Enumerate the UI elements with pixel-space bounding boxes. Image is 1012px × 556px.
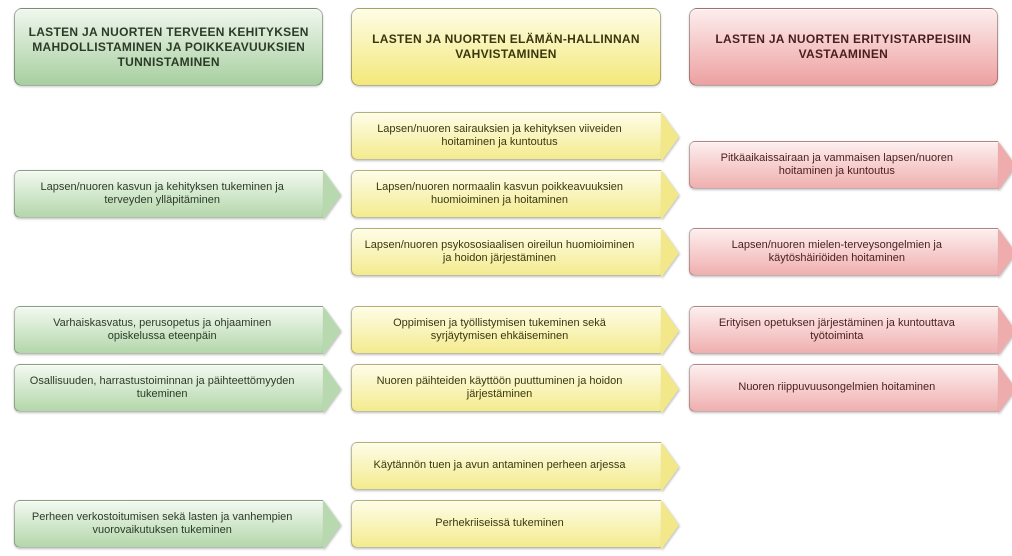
cell-r2-c1: Lapsen/nuoren psykososiaalisen oireilun …: [351, 228, 660, 276]
cell-r4-c2: Erityisen opetuksen järjestäminen ja kun…: [689, 306, 998, 354]
cell-r7-c1: Käytännön tuen ja avun antaminen perheen…: [351, 442, 660, 490]
arrow-green: Osallisuuden, harrastustoiminnan ja päih…: [14, 364, 323, 412]
arrow-yellow: Nuoren päihteiden käyttöön puuttuminen j…: [351, 364, 660, 412]
group-gap: [689, 286, 998, 296]
cell-r0-c1: Lapsen/nuoren sairauksien ja kehityksen …: [351, 112, 660, 160]
arrow-yellow: Käytännön tuen ja avun antaminen perheen…: [351, 442, 660, 490]
spacer: [689, 96, 998, 102]
column-header-yellow: LASTEN JA NUORTEN ELÄMÄN-HALLINNAN VAHVI…: [351, 8, 660, 86]
cell-r5-c0: Osallisuuden, harrastustoiminnan ja päih…: [14, 364, 323, 412]
arrow-yellow: Lapsen/nuoren psykososiaalisen oireilun …: [351, 228, 660, 276]
arrow-yellow: Lapsen/nuoren normaalin kasvun poikkeavu…: [351, 170, 660, 218]
group-gap: [351, 422, 660, 432]
arrow-red: Nuoren riippuvuusongelmien hoitaminen: [689, 364, 998, 412]
arrow-yellow: Oppimisen ja työllistymisen tukeminen se…: [351, 306, 660, 354]
group-gap: [14, 286, 323, 296]
spacer: [14, 96, 323, 102]
column-header-green: LASTEN JA NUORTEN TERVEEN KEHITYKSEN MAH…: [14, 8, 323, 86]
cell-r1-c0: Lapsen/nuoren kasvun ja kehityksen tukem…: [14, 170, 323, 218]
group-gap: [689, 422, 998, 432]
group-gap: [14, 422, 323, 432]
cell-r8-c1: Perhekriiseissä tukeminen: [351, 500, 660, 548]
arrow-green: Lapsen/nuoren kasvun ja kehityksen tukem…: [14, 170, 323, 218]
arrow-yellow: Perhekriiseissä tukeminen: [351, 500, 660, 548]
cell-r4-c0: Varhaiskasvatus, perusopetus ja ohjaamin…: [14, 306, 323, 354]
arrow-green: Varhaiskasvatus, perusopetus ja ohjaamin…: [14, 306, 323, 354]
cell-r8-c0: Perheen verkostoitumisen sekä lasten ja …: [14, 500, 323, 548]
arrow-yellow: Lapsen/nuoren sairauksien ja kehityksen …: [351, 112, 660, 160]
arrow-red: Pitkäaikaissairaan ja vammaisen lapsen/n…: [689, 141, 998, 189]
diagram-grid: LASTEN JA NUORTEN TERVEEN KEHITYKSEN MAH…: [0, 0, 1012, 556]
cell-r1-c1: Lapsen/nuoren normaalin kasvun poikkeavu…: [351, 170, 660, 218]
arrow-red: Erityisen opetuksen järjestäminen ja kun…: [689, 306, 998, 354]
arrow-green: Perheen verkostoitumisen sekä lasten ja …: [14, 500, 323, 548]
group-gap: [351, 286, 660, 296]
spacer: [351, 96, 660, 102]
cell-r5-c2: Nuoren riippuvuusongelmien hoitaminen: [689, 364, 998, 412]
cell-r4-c1: Oppimisen ja työllistymisen tukeminen se…: [351, 306, 660, 354]
cell-r5-c1: Nuoren päihteiden käyttöön puuttuminen j…: [351, 364, 660, 412]
column-header-red: LASTEN JA NUORTEN ERITYISTARPEISIIN VAST…: [689, 8, 998, 86]
cell-r2-c2: Lapsen/nuoren mielen-terveysongelmien ja…: [689, 228, 998, 276]
arrow-red: Lapsen/nuoren mielen-terveysongelmien ja…: [689, 228, 998, 276]
cell-r0-c2: Pitkäaikaissairaan ja vammaisen lapsen/n…: [689, 112, 998, 218]
